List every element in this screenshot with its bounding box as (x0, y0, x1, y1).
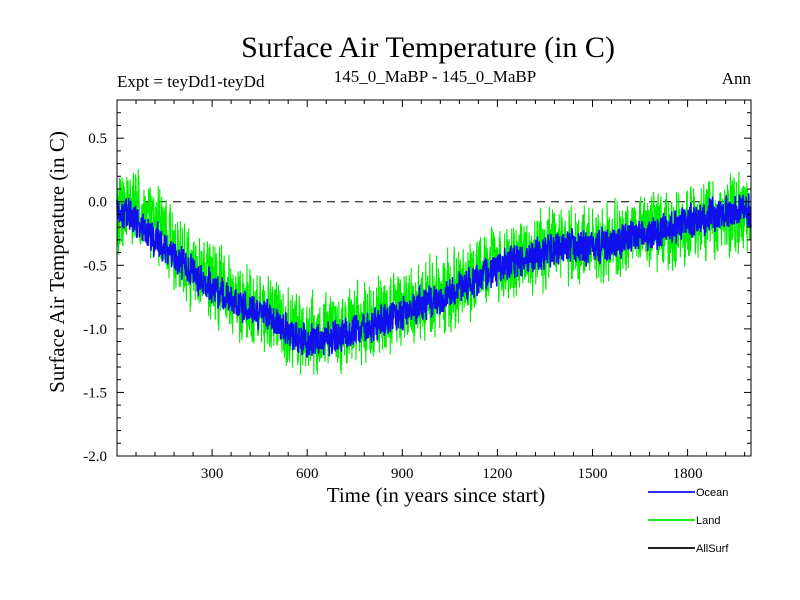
legend: Ocean Land AllSurf (648, 487, 729, 555)
series-line-land (116, 169, 752, 375)
y-tick-label: -1.5 (83, 385, 107, 401)
y-axis-label: Surface Air Temperature (in C) (45, 131, 69, 393)
x-tick-label: 600 (296, 466, 319, 482)
x-tick-label: 900 (391, 466, 414, 482)
subtitle-center: 145_0_MaBP - 145_0_MaBP (334, 67, 536, 86)
legend-label-land: Land (696, 515, 720, 527)
subtitle-right: Ann (722, 69, 752, 88)
subtitle-left: Expt = teyDd1-teyDd (117, 72, 265, 91)
x-tick-label: 1500 (578, 466, 608, 482)
series-line-ocean (116, 193, 752, 358)
legend-label-allsurf: AllSurf (696, 543, 729, 555)
x-tick-label: 1800 (673, 466, 703, 482)
x-axis-label: Time (in years since start) (327, 483, 546, 507)
chart-title: Surface Air Temperature (in C) (241, 31, 615, 64)
y-tick-label: -2.0 (83, 449, 107, 465)
axis-ticks (116, 99, 751, 457)
y-tick-label: -1.0 (83, 322, 107, 338)
y-tick-label: -0.5 (83, 258, 107, 274)
y-tick-label: 0.0 (88, 195, 107, 211)
plot-frame (116, 99, 752, 457)
axis-tick-labels: 300 600 900 1200 1500 1800 -2.0 -1.5 -1.0 -0.5 0.0… (83, 131, 702, 482)
y-tick-label: 0.5 (88, 131, 107, 147)
plot-area (116, 169, 752, 375)
legend-label-ocean: Ocean (696, 487, 728, 499)
x-tick-label: 1200 (482, 466, 512, 482)
x-tick-label: 300 (201, 466, 224, 482)
